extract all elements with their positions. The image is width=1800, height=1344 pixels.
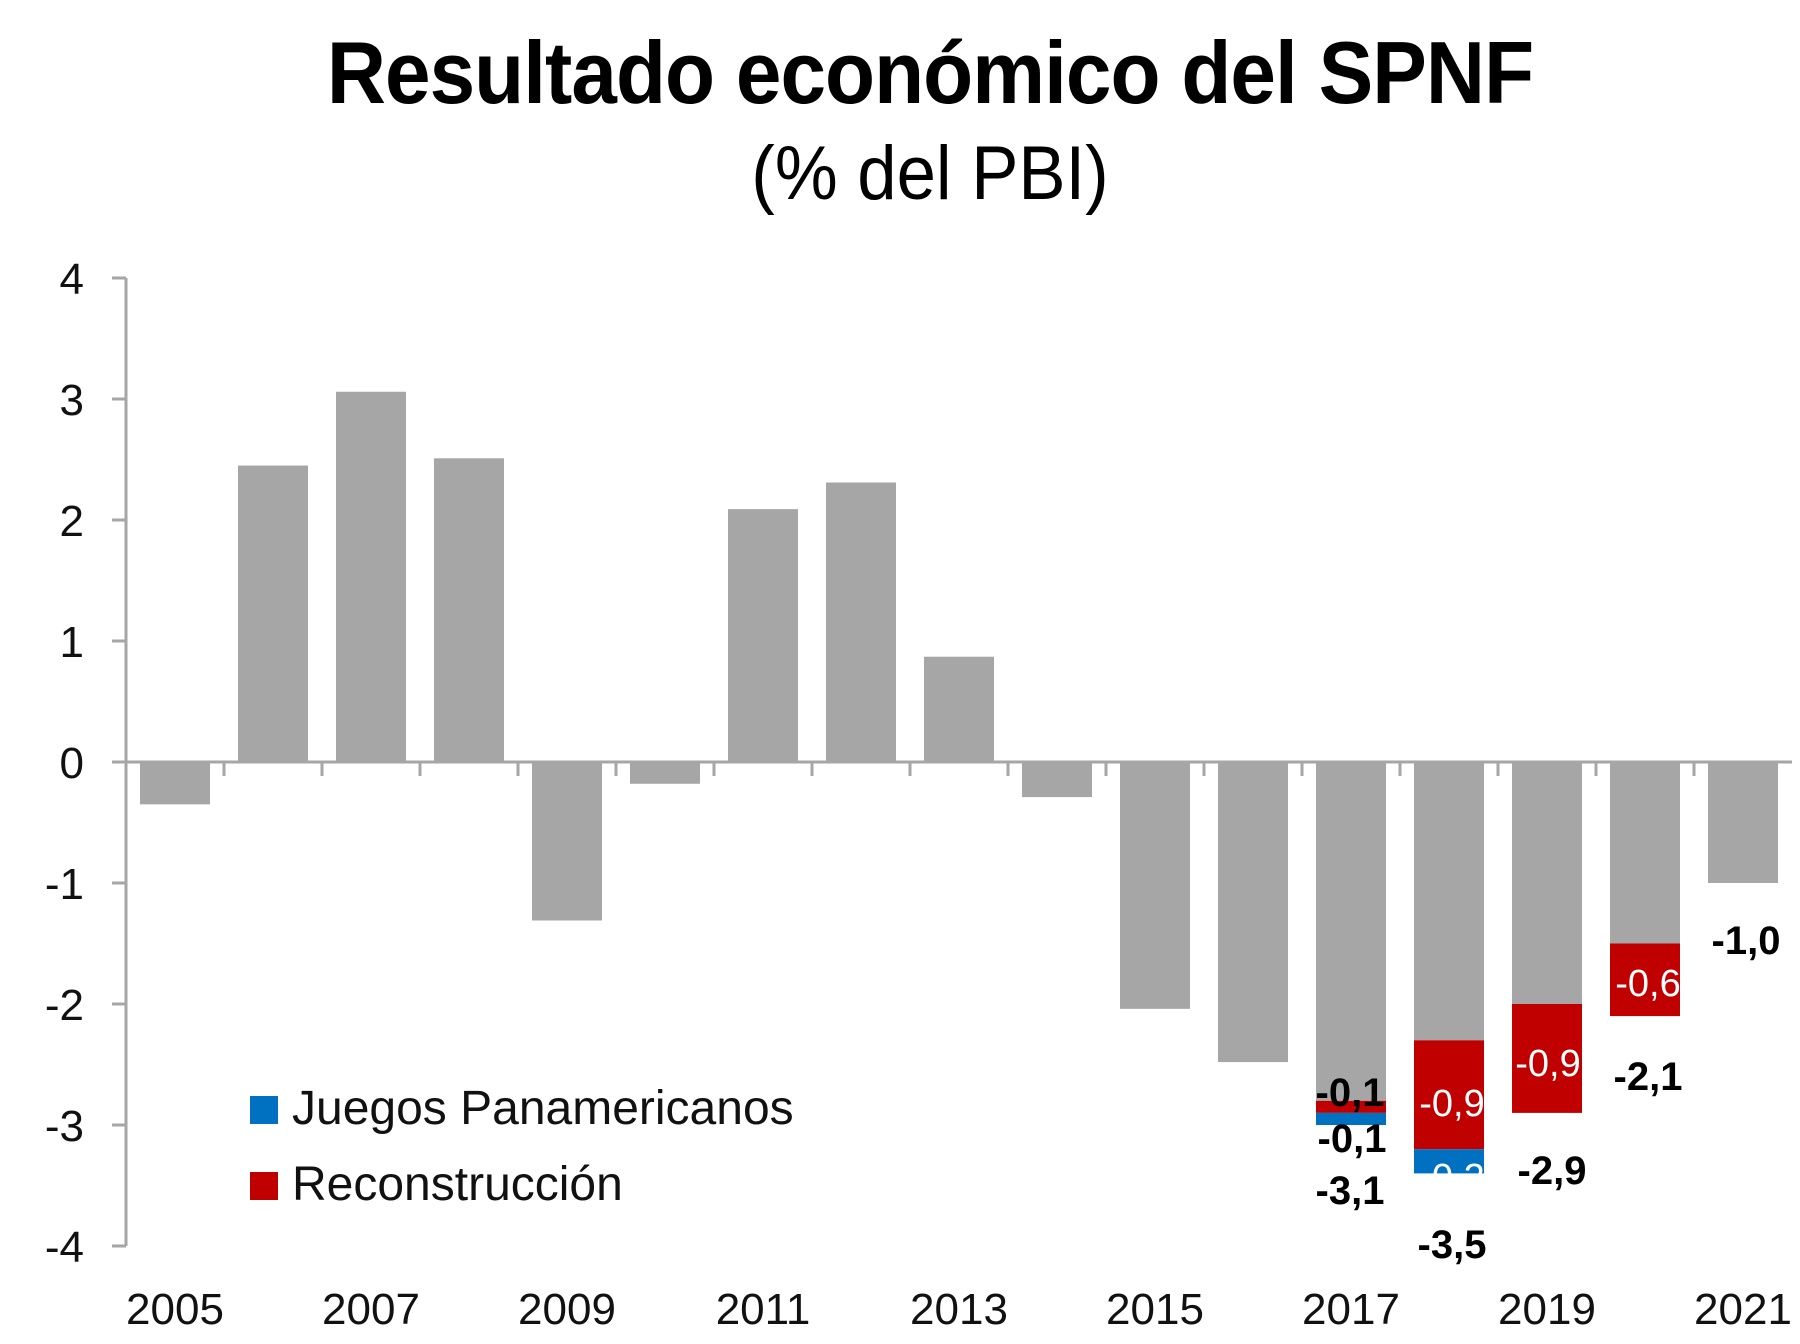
data-label-2019: -2,9 [1518, 1149, 1587, 1193]
bar-2017 [1316, 762, 1386, 1101]
bar-reconstruccion-2017 [1316, 1100, 1386, 1113]
bar-2007 [336, 391, 406, 762]
y-tick-label: 4 [60, 255, 84, 304]
axes-layer: 4 3 2 1 0 -1 -2 -3 -4 2005 2007 2009 2011 2013 2015 201… [45, 255, 1792, 1334]
bar-2018 [1414, 762, 1484, 1041]
y-tick-label: 3 [60, 376, 84, 425]
bar-2014 [1022, 762, 1092, 798]
x-tick-label: 2019 [1498, 1285, 1596, 1334]
bar-2015 [1120, 762, 1190, 1009]
data-label-2017: -3,1 [1316, 1169, 1385, 1213]
bar-reconstruccion-2020 [1610, 943, 1680, 1017]
x-tick-label: 2017 [1302, 1285, 1400, 1334]
bar-2012 [826, 482, 896, 762]
x-tick-label: 2013 [910, 1285, 1008, 1334]
data-label-2017: -0,1 [1316, 1071, 1385, 1115]
data-label-2020: -2,1 [1614, 1055, 1683, 1099]
x-tick-label: 2021 [1694, 1285, 1792, 1334]
y-tick-label: -1 [45, 860, 84, 909]
x-tick-label: 2011 [716, 1285, 811, 1334]
y-tick-label: -2 [45, 981, 84, 1030]
x-tick-label: 2007 [322, 1285, 420, 1334]
y-tick-label: 2 [60, 497, 84, 546]
bar-2013 [924, 656, 994, 762]
bar-2020 [1610, 762, 1680, 944]
bar-2010 [630, 762, 700, 784]
y-tick-label: -3 [45, 1102, 84, 1151]
data-label-2018: -0,2 [1419, 1157, 1484, 1199]
bar-juegos-panamericanos-2017 [1316, 1112, 1386, 1125]
data-label-2018: -3,5 [1418, 1223, 1487, 1267]
bar-juegos-panamericanos-2018 [1414, 1149, 1484, 1174]
legend-label-reconstruccion: Reconstrucción [292, 1158, 623, 1211]
bar-2005 [140, 762, 210, 805]
y-tick-label: 0 [60, 739, 84, 788]
y-tick-label: 1 [60, 618, 84, 667]
bar-reconstruccion-2018 [1414, 1040, 1484, 1150]
bar-2019 [1512, 762, 1582, 1004]
bar-2011 [728, 509, 798, 762]
chart-subtitle: (% del PBI) [751, 131, 1109, 216]
legend: Juegos Panamericanos Reconstrucción [250, 1082, 794, 1211]
data-label-2017: -0,1 [1318, 1117, 1387, 1161]
x-tick-label: 2015 [1106, 1285, 1204, 1334]
labels-layer: -0,1-0,1 -3,1 -0,9 -0,2 -3,5 -0,9 -2,9 -0,6 -2,1… [1316, 919, 1781, 1267]
chart-title: Resultado económico del SPNF [326, 23, 1534, 122]
data-label-2020: -0,6 [1615, 963, 1680, 1005]
bar-2009 [532, 762, 602, 921]
legend-label-juegos-panamericanos: Juegos Panamericanos [292, 1082, 794, 1135]
data-label-2018: -0,9 [1419, 1083, 1484, 1125]
bar-2006 [238, 465, 308, 762]
legend-swatch-juegos-panamericanos [250, 1096, 278, 1124]
bar-2021 [1708, 762, 1778, 883]
bar-2008 [434, 458, 504, 762]
y-tick-label: -4 [45, 1223, 84, 1272]
data-label-2021: -1,0 [1712, 919, 1781, 963]
legend-swatch-reconstruccion [250, 1172, 278, 1200]
x-tick-label: 2005 [126, 1285, 224, 1334]
bars-layer [140, 391, 1778, 1174]
x-tick-label: 2009 [518, 1285, 616, 1334]
bar-2016 [1218, 762, 1288, 1063]
bar-reconstruccion-2019 [1512, 1004, 1582, 1113]
data-label-2019: -0,9 [1515, 1043, 1580, 1085]
